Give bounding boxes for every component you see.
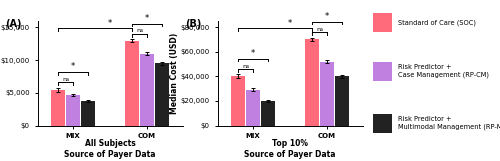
Text: (B): (B): [186, 19, 202, 29]
Bar: [155, 63, 168, 126]
Bar: [52, 90, 65, 126]
Text: *: *: [108, 19, 112, 28]
Text: Source of Payer Data: Source of Payer Data: [64, 150, 156, 159]
Text: Source of Payer Data: Source of Payer Data: [244, 150, 336, 159]
Bar: [232, 76, 245, 126]
Bar: [372, 13, 392, 32]
Text: ns: ns: [316, 27, 323, 32]
Text: Risk Predictor +
Multimodal Management (RP-MM): Risk Predictor + Multimodal Management (…: [398, 116, 500, 130]
Bar: [335, 76, 348, 126]
Bar: [140, 54, 154, 126]
Text: *: *: [288, 19, 292, 28]
Text: (A): (A): [6, 19, 22, 29]
Text: Standard of Care (SOC): Standard of Care (SOC): [398, 19, 476, 26]
Bar: [126, 41, 139, 126]
Text: Top 10%: Top 10%: [272, 139, 308, 148]
Bar: [320, 62, 334, 126]
Text: *: *: [325, 12, 329, 21]
Text: *: *: [251, 49, 255, 58]
Text: All Subjects: All Subjects: [84, 139, 136, 148]
Text: *: *: [145, 14, 149, 23]
Text: ns: ns: [62, 77, 69, 82]
Y-axis label: Median Cost (USD): Median Cost (USD): [170, 33, 179, 114]
Bar: [66, 95, 80, 126]
Bar: [372, 114, 392, 133]
Text: Risk Predictor +
Case Management (RP-CM): Risk Predictor + Case Management (RP-CM): [398, 65, 489, 78]
Text: ns: ns: [136, 28, 143, 33]
Bar: [306, 39, 319, 126]
Bar: [261, 101, 274, 126]
Text: ns: ns: [242, 64, 249, 69]
Text: *: *: [71, 62, 75, 71]
Bar: [372, 62, 392, 81]
Bar: [81, 101, 94, 126]
Bar: [246, 90, 260, 126]
